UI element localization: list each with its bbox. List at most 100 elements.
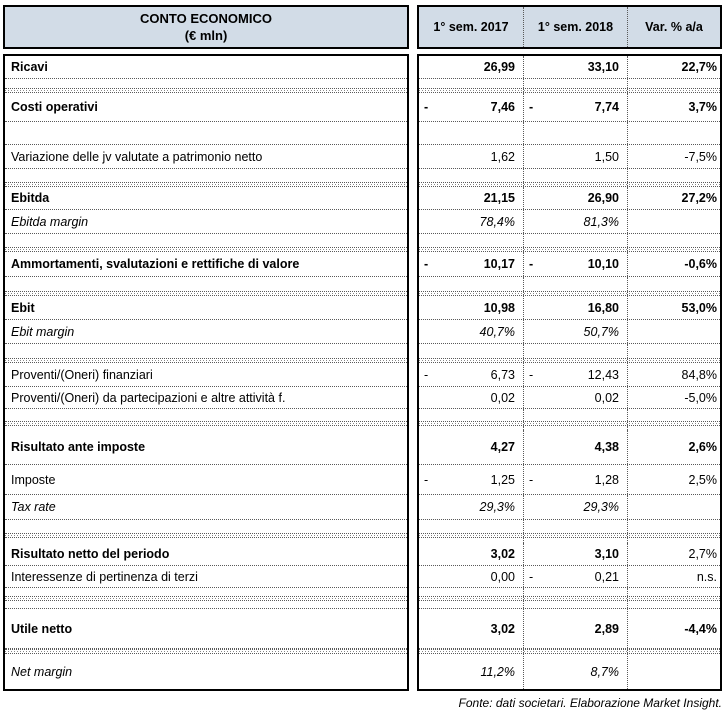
value-cell: 8,7% [523, 654, 627, 689]
value-text: -4,4% [684, 621, 717, 636]
value-text: n.s. [696, 569, 717, 584]
spacer-row-label [5, 409, 407, 421]
value-text: 84,8% [681, 367, 717, 382]
value-cell [627, 169, 720, 182]
minus-sign: - [424, 472, 429, 487]
value-cell: 33,10 [523, 56, 627, 78]
value-cell [419, 422, 523, 425]
value-cell: 2,6% [627, 430, 720, 464]
value-cell [523, 89, 627, 92]
value-text: 3,02 [490, 621, 515, 636]
value-text: 2,7% [688, 547, 718, 561]
value-cell [627, 359, 720, 362]
value-text: -5,0% [684, 390, 717, 405]
row-label-text: Ebit [11, 300, 35, 315]
table-row-label: Variazione delle jv valutate a patrimoni… [5, 145, 407, 169]
value-cell [523, 169, 627, 182]
table-title-line2: (€ mln) [184, 28, 228, 43]
table-row-values: -7,46-7,74 3,7% [419, 93, 720, 122]
divider-band-values [419, 182, 720, 187]
column-header-1: 1° sem. 2017 [433, 20, 509, 34]
value-cell: 29,3% [419, 495, 523, 519]
row-label-text: Net margin [11, 664, 73, 679]
income-statement-table: CONTO ECONOMICO (€ mln) 1° sem. 2017 1° s… [3, 5, 722, 710]
divider-band-label [5, 88, 407, 93]
value-cell: - 7,46 [419, 93, 523, 121]
divider-band-values [419, 88, 720, 93]
value-cell [627, 320, 720, 343]
value-text: 0,21 [594, 569, 619, 584]
spacer-row-label [5, 520, 407, 533]
value-cell: 0,02 [419, 387, 523, 408]
value-text: 10,17 [483, 257, 515, 271]
value-cell [627, 520, 720, 533]
table-row-values: -6,73-12,43 84,8% [419, 363, 720, 387]
table-body: Ricavi Costi operativi Variazione delle jv… [3, 54, 722, 691]
value-cell [419, 169, 523, 182]
value-cell [627, 409, 720, 421]
value-text: 22,7% [681, 60, 717, 74]
value-text: 2,5% [688, 472, 718, 487]
value-text: 78,4% [479, 214, 515, 229]
spacer-row-values [419, 426, 720, 430]
value-text: 1,50 [594, 149, 619, 164]
row-label-text: Utile netto [11, 621, 73, 636]
value-text: 29,3% [583, 500, 619, 514]
value-text: 3,10 [594, 547, 619, 561]
header-row: CONTO ECONOMICO (€ mln) 1° sem. 2017 1° s… [3, 5, 722, 49]
divider-band-label [5, 533, 407, 538]
value-cell: -4,4% [627, 609, 720, 648]
table-row-values: 26,99 33,10 22,7% [419, 56, 720, 79]
value-text: 29,3% [479, 500, 515, 514]
value-cell: 50,7% [523, 320, 627, 343]
value-text: 4,38 [594, 440, 619, 454]
value-text: 12,43 [587, 367, 619, 382]
value-cell [523, 538, 627, 543]
table-row-label: Utile netto [5, 609, 407, 649]
table-row-label: Ebitda [5, 187, 407, 210]
spacer-row-values [419, 601, 720, 609]
minus-sign: - [529, 569, 534, 584]
minus-sign: - [529, 257, 534, 271]
value-cell [627, 89, 720, 92]
value-cell [419, 359, 523, 362]
divider-band-values [419, 291, 720, 296]
value-cell [419, 650, 523, 653]
divider-band-values [419, 247, 720, 252]
value-cell: 22,7% [627, 56, 720, 78]
minus-sign: - [424, 257, 429, 271]
value-cell: - 12,43 [523, 363, 627, 386]
table-title-line1: CONTO ECONOMICO [140, 11, 272, 26]
value-cell [419, 79, 523, 88]
table-row-values: 3,02 2,89 -4,4% [419, 609, 720, 649]
value-cell: - 7,74 [523, 93, 627, 121]
table-row-label: Ammortamenti, svalutazioni e rettifiche … [5, 252, 407, 277]
divider-band-values [419, 649, 720, 654]
value-cell: 53,0% [627, 296, 720, 319]
table-row-values: 29,3% 29,3% [419, 495, 720, 520]
value-cell [419, 601, 523, 608]
value-text: 7,74 [594, 100, 619, 114]
divider-band-label [5, 649, 407, 654]
spacer-row-label [5, 122, 407, 145]
table-row-label: Ebit [5, 296, 407, 320]
spacer-row-label [5, 79, 407, 88]
divider-band-label [5, 247, 407, 252]
table-row-label: Proventi/(Oneri) finanziari [5, 363, 407, 387]
value-cell [419, 122, 523, 144]
value-cell: - 1,28 [523, 465, 627, 494]
value-cell [627, 234, 720, 247]
value-cell [523, 409, 627, 421]
value-text: 1,62 [490, 149, 515, 164]
value-cell: 3,02 [419, 543, 523, 565]
value-text: 33,10 [587, 60, 619, 74]
value-cell [419, 183, 523, 186]
value-cell [523, 426, 627, 430]
value-cell [419, 292, 523, 295]
table-row-label: Ricavi [5, 56, 407, 79]
row-label-text: Tax rate [11, 500, 56, 514]
label-column: Ricavi Costi operativi Variazione delle jv… [3, 54, 409, 691]
value-cell [523, 422, 627, 425]
value-cell [523, 79, 627, 88]
divider-band-label [5, 358, 407, 363]
